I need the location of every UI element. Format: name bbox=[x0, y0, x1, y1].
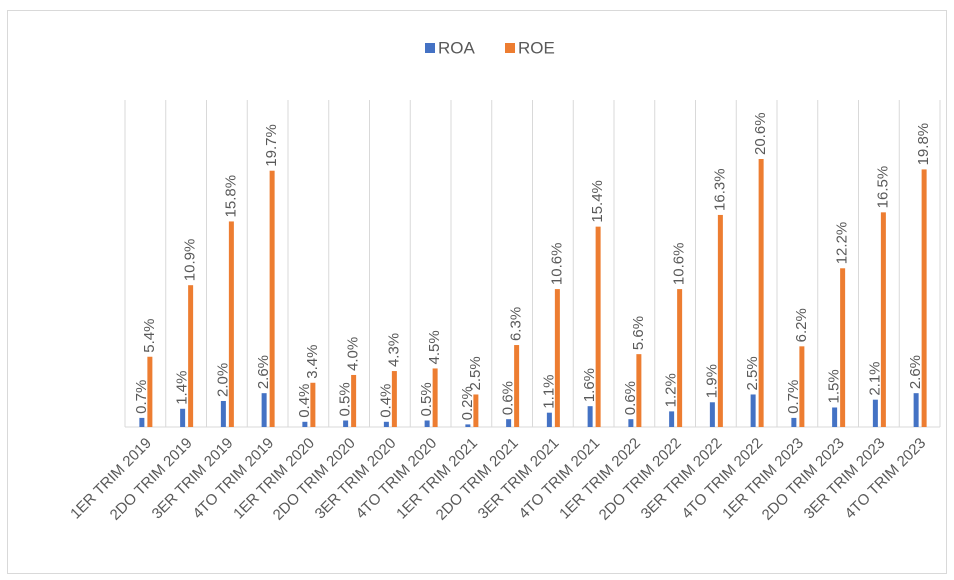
chart-frame bbox=[7, 10, 947, 574]
bar bbox=[832, 407, 838, 427]
data-label: 2.1% bbox=[866, 361, 883, 395]
data-label: 10.9% bbox=[182, 239, 199, 282]
bar bbox=[840, 268, 846, 427]
data-label: 0.4% bbox=[377, 384, 394, 418]
data-label: 12.2% bbox=[834, 222, 851, 265]
data-label: 16.3% bbox=[711, 168, 728, 211]
data-label: 4.3% bbox=[385, 333, 402, 367]
data-label: 20.6% bbox=[752, 112, 769, 155]
data-label: 0.6% bbox=[500, 381, 517, 415]
data-label: 6.2% bbox=[793, 308, 810, 342]
bar bbox=[880, 212, 886, 427]
legend-label: ROE bbox=[518, 38, 555, 57]
data-label: 2.5% bbox=[467, 356, 484, 390]
bar bbox=[750, 394, 756, 427]
bar bbox=[709, 402, 715, 427]
bar bbox=[677, 289, 683, 427]
bar bbox=[717, 214, 723, 427]
bar bbox=[636, 354, 642, 427]
data-label: 0.5% bbox=[418, 382, 435, 416]
bar bbox=[799, 346, 805, 427]
data-label: 19.8% bbox=[915, 123, 932, 166]
bar bbox=[261, 393, 267, 427]
bar bbox=[554, 289, 560, 427]
bar bbox=[587, 406, 593, 427]
data-label: 4.5% bbox=[426, 330, 443, 364]
data-label: 10.6% bbox=[548, 243, 565, 286]
bar bbox=[921, 169, 927, 427]
data-label: 19.7% bbox=[263, 124, 280, 167]
bar bbox=[595, 226, 601, 427]
legend-label: ROA bbox=[438, 38, 476, 57]
data-label: 6.3% bbox=[508, 307, 525, 341]
bar bbox=[514, 345, 520, 427]
bar bbox=[473, 394, 479, 427]
data-label: 5.4% bbox=[141, 319, 158, 353]
bar bbox=[220, 400, 226, 427]
bar bbox=[383, 421, 389, 427]
data-label: 1.6% bbox=[581, 368, 598, 402]
bar bbox=[139, 417, 145, 427]
data-label: 3.4% bbox=[304, 345, 321, 379]
data-label: 0.2% bbox=[459, 386, 476, 420]
data-label: 4.0% bbox=[345, 337, 362, 371]
bar bbox=[424, 420, 430, 427]
data-label: 5.6% bbox=[630, 316, 647, 350]
bar bbox=[147, 356, 153, 427]
data-label: 10.6% bbox=[671, 243, 688, 286]
bar bbox=[343, 420, 349, 427]
bar bbox=[669, 411, 675, 427]
bar bbox=[913, 393, 919, 427]
bar bbox=[302, 421, 308, 427]
data-label: 2.5% bbox=[744, 356, 761, 390]
bar bbox=[872, 399, 878, 427]
data-label: 16.5% bbox=[874, 166, 891, 209]
bar bbox=[546, 412, 552, 427]
data-label: 0.4% bbox=[296, 384, 313, 418]
legend-swatch bbox=[505, 43, 515, 53]
bar bbox=[758, 159, 764, 427]
data-label: 15.8% bbox=[222, 175, 239, 218]
data-label: 1.4% bbox=[174, 371, 191, 405]
data-label: 1.5% bbox=[826, 369, 843, 403]
bar bbox=[269, 170, 275, 427]
legend-swatch bbox=[425, 43, 435, 53]
bar bbox=[351, 374, 357, 427]
bar bbox=[432, 368, 438, 427]
data-label: 15.4% bbox=[589, 180, 606, 223]
data-label: 2.6% bbox=[255, 355, 272, 389]
data-label: 0.7% bbox=[785, 380, 802, 414]
bar bbox=[506, 419, 512, 427]
data-label: 2.6% bbox=[907, 355, 924, 389]
data-label: 1.9% bbox=[703, 364, 720, 398]
data-label: 1.2% bbox=[663, 373, 680, 407]
bar bbox=[180, 408, 186, 427]
bar bbox=[791, 417, 797, 427]
data-label: 0.7% bbox=[133, 380, 150, 414]
data-label: 1.1% bbox=[540, 374, 557, 408]
bar bbox=[228, 221, 234, 427]
data-label: 2.0% bbox=[214, 363, 231, 397]
bar bbox=[188, 285, 194, 427]
data-label: 0.5% bbox=[337, 382, 354, 416]
data-label: 0.6% bbox=[622, 381, 639, 415]
bar bbox=[628, 419, 634, 427]
bar bbox=[310, 382, 316, 427]
bar bbox=[465, 424, 471, 427]
bar bbox=[391, 371, 397, 427]
